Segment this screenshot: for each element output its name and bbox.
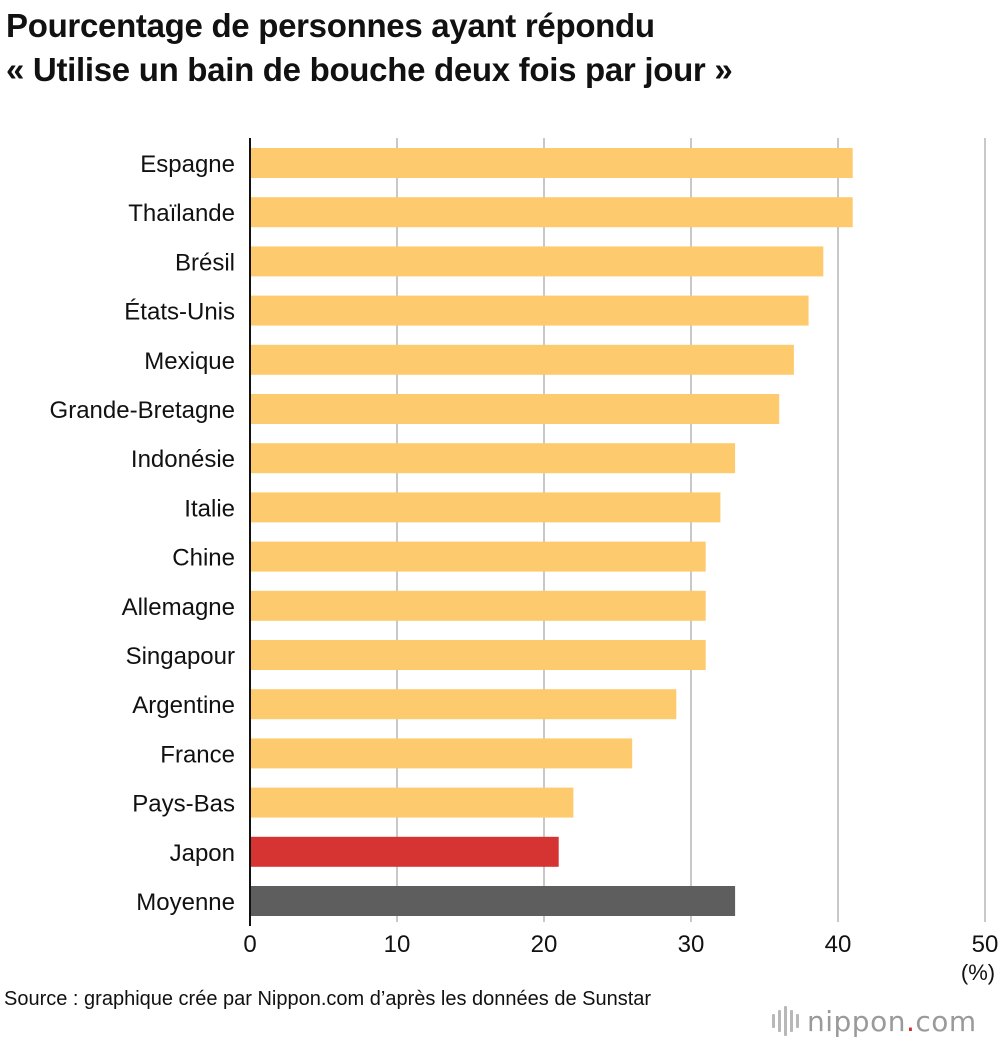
- logo-tld: com: [915, 1004, 977, 1038]
- category-label-2: Brésil: [175, 249, 235, 276]
- bar-1: [250, 197, 853, 228]
- logo-name: nippon: [807, 1004, 906, 1038]
- bar-15: [250, 886, 736, 916]
- chart-title: Pourcentage de personnes ayant répondu «…: [6, 4, 996, 92]
- nippon-logo: nippon.com: [772, 1003, 977, 1039]
- bar-8: [250, 541, 706, 572]
- x-tick-label-40: 40: [825, 931, 852, 958]
- category-label-1: Thaïlande: [128, 200, 235, 227]
- x-tick-label-20: 20: [531, 931, 558, 958]
- bar-0: [250, 148, 853, 178]
- category-label-4: Mexique: [144, 348, 235, 375]
- category-label-13: Pays-Bas: [132, 791, 235, 818]
- category-label-3: États-Unis: [124, 299, 235, 326]
- chart-title-line-2: « Utilise un bain de bouche deux fois pa…: [6, 51, 733, 88]
- bar-7: [250, 492, 721, 523]
- category-label-11: Argentine: [132, 692, 235, 719]
- category-label-15: Moyenne: [136, 889, 235, 916]
- bar-10: [250, 640, 706, 670]
- category-label-9: Allemagne: [122, 594, 235, 621]
- category-label-0: Espagne: [140, 151, 235, 178]
- bar-13: [250, 787, 574, 818]
- category-label-5: Grande-Bretagne: [50, 397, 235, 424]
- bar-5: [250, 394, 780, 424]
- bar-9: [250, 590, 706, 621]
- bar-11: [250, 689, 677, 720]
- category-label-14: Japon: [170, 840, 235, 867]
- x-tick-label-50: 50: [972, 931, 999, 958]
- bar-2: [250, 246, 824, 277]
- bar-3: [250, 295, 809, 326]
- x-tick-label-30: 30: [678, 931, 705, 958]
- bar-chart: Espagne Thaïlande Brésil États-Unis Mexique G…: [50, 138, 999, 985]
- category-label-12: France: [160, 741, 235, 768]
- bar-4: [250, 344, 794, 375]
- category-label-10: Singapour: [126, 643, 235, 670]
- x-unit-label: (%): [961, 960, 995, 985]
- bar-12: [250, 738, 633, 769]
- logo-bars-icon: [772, 1006, 799, 1036]
- bar-14: [250, 836, 559, 867]
- category-label-8: Chine: [172, 545, 235, 572]
- source-note: Source : graphique crée par Nippon.com d…: [4, 988, 652, 1010]
- logo-dot: .: [905, 1004, 916, 1038]
- category-label-7: Italie: [184, 495, 235, 522]
- bar-6: [250, 443, 736, 474]
- chart-title-line-1: Pourcentage de personnes ayant répondu: [6, 7, 655, 44]
- x-tick-label-0: 0: [243, 931, 256, 958]
- x-tick-label-10: 10: [384, 931, 411, 958]
- category-label-6: Indonésie: [131, 446, 235, 473]
